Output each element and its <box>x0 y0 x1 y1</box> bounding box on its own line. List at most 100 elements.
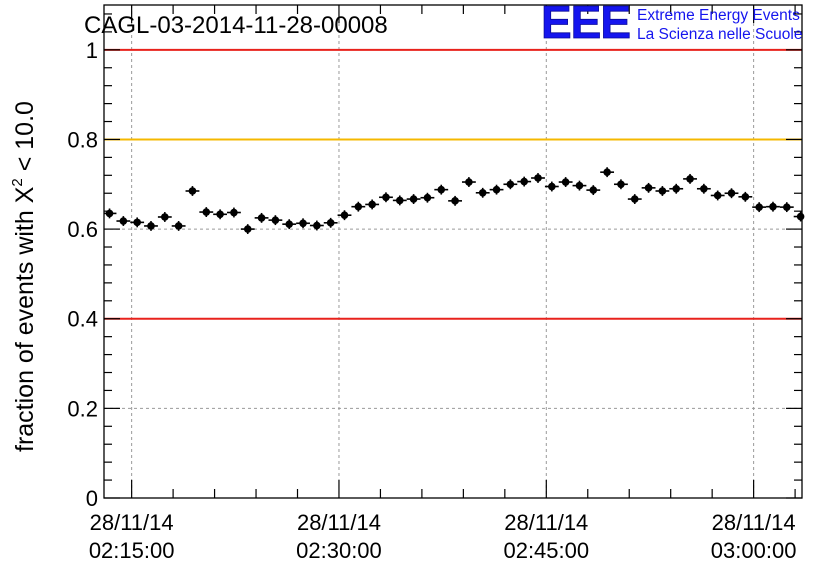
data-point <box>213 209 228 220</box>
point-marker <box>271 216 280 224</box>
point-marker <box>603 168 611 176</box>
point-marker <box>575 181 584 190</box>
point-marker <box>630 195 639 203</box>
data-point <box>669 183 684 194</box>
grid <box>104 5 802 498</box>
point-marker <box>755 203 763 211</box>
point-marker <box>769 202 777 211</box>
logo-line1: Extreme Energy Events <box>637 7 800 24</box>
data-point <box>406 194 421 204</box>
data-point <box>268 215 283 226</box>
point-marker <box>658 187 667 195</box>
data-point <box>793 211 805 222</box>
y-axis-label-chi: X <box>11 186 39 203</box>
point-marker <box>506 180 515 189</box>
point-marker <box>119 217 128 225</box>
data-point <box>696 183 711 194</box>
y-axis-label-main: fraction of events with <box>11 203 39 452</box>
data-point <box>627 194 642 204</box>
data-point <box>448 195 462 206</box>
data-point <box>185 186 200 196</box>
point-marker <box>589 186 598 194</box>
x-tick-time: 02:15:00 <box>89 538 175 563</box>
point-marker <box>133 218 141 227</box>
point-marker <box>727 189 736 198</box>
plot-frame <box>103 4 803 499</box>
data-point <box>752 202 767 213</box>
y-tick-label: 0 <box>86 486 98 511</box>
data-point <box>379 192 393 203</box>
data-point <box>309 220 324 231</box>
point-marker <box>782 203 791 211</box>
point-marker <box>395 196 404 205</box>
data-point <box>614 179 628 190</box>
data-point <box>779 202 794 213</box>
point-marker <box>161 213 169 221</box>
data-point <box>503 179 518 190</box>
data-point <box>351 201 366 212</box>
point-marker <box>423 193 432 202</box>
data-point <box>558 177 573 187</box>
point-marker <box>437 185 446 194</box>
point-marker <box>368 200 376 209</box>
point-marker <box>796 212 805 221</box>
data-point <box>544 181 559 192</box>
point-marker <box>713 191 722 200</box>
x-tick-time: 02:45:00 <box>503 538 589 563</box>
data-points <box>104 167 805 235</box>
point-marker <box>492 185 501 194</box>
y-axis-label-tail: < 10.0 <box>11 101 39 178</box>
point-marker <box>409 195 418 203</box>
point-marker <box>478 188 487 197</box>
data-point <box>130 217 145 228</box>
point-marker <box>354 202 363 211</box>
point-marker <box>326 219 335 227</box>
x-tick-date: 28/11/14 <box>712 510 796 535</box>
axes: 0 0.2 0.4 0.6 0.8 1 28/11/14 02:15:00 28/11/14 02… <box>67 5 802 563</box>
point-marker <box>617 180 625 189</box>
data-point <box>738 191 753 202</box>
data-point <box>116 216 131 226</box>
data-point <box>489 184 504 195</box>
data-point <box>683 173 697 184</box>
data-point <box>766 201 780 212</box>
data-point <box>392 195 407 206</box>
eee-logo: EEE Extreme Energy Events La Scienza nel… <box>541 0 803 48</box>
data-point <box>600 167 615 178</box>
point-marker <box>299 219 307 228</box>
data-point <box>157 212 172 222</box>
point-marker <box>216 210 224 219</box>
point-marker <box>147 222 155 230</box>
data-point <box>365 199 380 210</box>
point-marker <box>686 175 694 183</box>
x-tick-time: 03:00:00 <box>711 538 797 563</box>
y-tick-label: 0.8 <box>67 127 98 152</box>
data-point <box>710 190 725 201</box>
y-tick-label: 0.2 <box>67 396 98 421</box>
data-point <box>724 188 739 199</box>
point-marker <box>741 193 750 201</box>
data-point <box>227 207 241 218</box>
point-marker <box>230 208 238 217</box>
data-point <box>337 210 352 221</box>
x-tick-date: 28/11/14 <box>504 510 588 535</box>
data-point <box>531 173 545 183</box>
y-tick-label: 0.6 <box>67 217 98 242</box>
point-marker <box>465 178 473 186</box>
data-point <box>434 184 449 195</box>
point-marker <box>534 174 542 182</box>
point-marker <box>285 220 294 228</box>
data-point <box>461 177 476 187</box>
chart-title: CAGL-03-2014-11-28-00008 <box>84 12 388 39</box>
y-tick-label: 1 <box>86 38 98 63</box>
point-marker <box>340 211 349 219</box>
data-point <box>254 212 269 223</box>
point-marker <box>672 184 681 193</box>
logo-line2: La Scienza nelle Scuole <box>637 26 802 43</box>
data-point <box>104 208 117 219</box>
y-axis-label: fraction of events with X2 < 10.0 <box>9 101 39 452</box>
point-marker <box>700 184 708 193</box>
point-marker <box>202 208 211 216</box>
data-point <box>240 224 255 235</box>
data-point <box>655 186 670 196</box>
